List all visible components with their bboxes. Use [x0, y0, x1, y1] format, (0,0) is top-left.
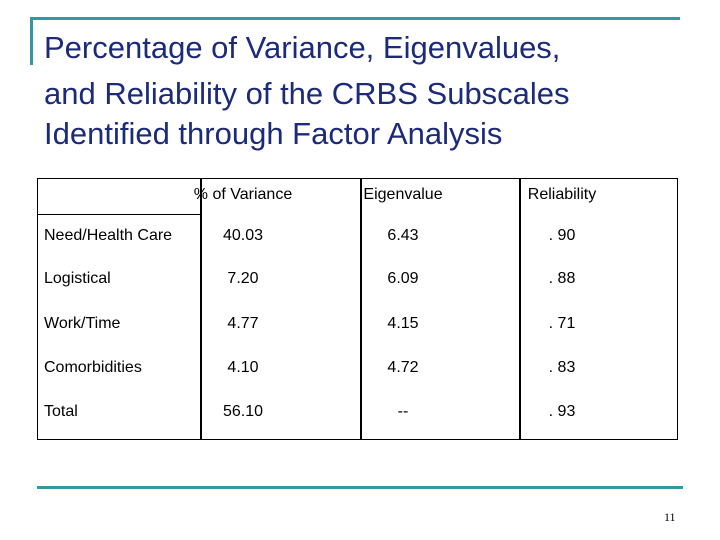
column-header: Eigenvalue — [363, 186, 443, 203]
column-header: % of Variance — [193, 186, 293, 203]
table-cell: 6.09 — [387, 270, 419, 287]
row-label: Logistical — [44, 270, 111, 287]
title-line: Identified through Factor Analysis — [44, 116, 503, 151]
table-cell: . 90 — [548, 227, 576, 244]
bottom-rule — [37, 486, 683, 489]
table-cell: 6.43 — [387, 227, 419, 244]
column-line — [519, 179, 521, 439]
row-label: Total — [44, 403, 78, 420]
left-rule — [30, 17, 33, 65]
table-cell: . 88 — [548, 270, 576, 287]
table-cell: 7.20 — [227, 270, 259, 287]
top-rule — [30, 17, 680, 20]
page-number: 11 — [664, 510, 676, 524]
corner-cell — [38, 179, 201, 215]
column-line — [200, 179, 202, 439]
table-cell: . 83 — [548, 359, 576, 376]
title-line: Percentage of Variance, Eigenvalues, — [44, 30, 561, 65]
row-label: Work/Time — [44, 315, 121, 332]
table-cell: 40.03 — [222, 227, 264, 244]
table-cell: 4.72 — [387, 359, 419, 376]
table-cell: 4.10 — [227, 359, 259, 376]
column-line — [360, 179, 362, 439]
column-header: Reliability — [527, 186, 597, 203]
table-cell: 56.10 — [222, 403, 264, 420]
row-label: Need/Health Care — [44, 227, 173, 244]
table-cell: 4.77 — [227, 315, 259, 332]
table-cell: . 71 — [548, 315, 576, 332]
table-cell: 4.15 — [387, 315, 419, 332]
title-line: and Reliability of the CRBS Subscales — [44, 76, 570, 111]
table: % of Variance Eigenvalue Reliability Need/H… — [37, 178, 678, 440]
table-cell: . 93 — [548, 403, 576, 420]
table-cell: -- — [397, 403, 409, 420]
row-label: Comorbidities — [44, 359, 142, 376]
